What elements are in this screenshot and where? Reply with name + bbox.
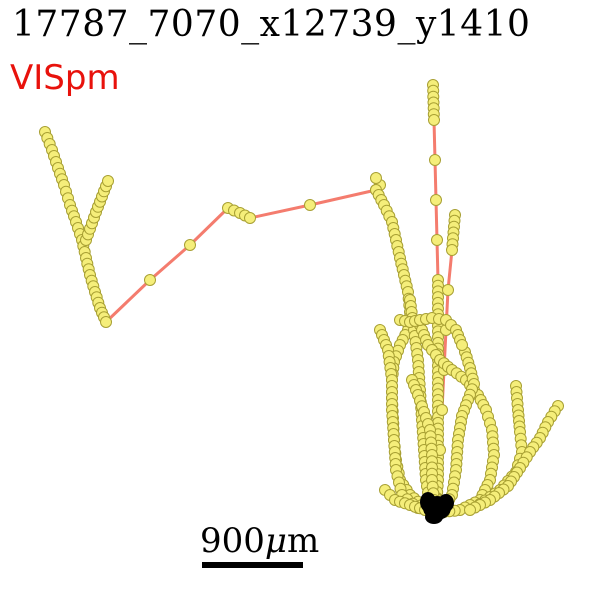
axon-node	[304, 199, 316, 211]
brain-region-label: VISpm	[10, 58, 120, 98]
scale-bar-label: 900μm	[200, 521, 319, 561]
axon-node	[102, 175, 114, 187]
axon-branches	[43, 84, 560, 514]
axon-node	[184, 239, 196, 251]
scale-bar-unit-prefix: μ	[264, 521, 288, 561]
scale-bar-value: 900	[200, 521, 265, 561]
axon-node	[431, 234, 443, 246]
axon-node	[100, 316, 112, 328]
soma-body	[438, 494, 454, 512]
axon-node	[144, 274, 156, 286]
scale-bar-unit-suffix: m	[287, 521, 320, 561]
soma	[420, 492, 454, 524]
scale-bar	[202, 562, 303, 568]
soma-body	[425, 510, 443, 524]
axon-node	[429, 154, 441, 166]
axon-node	[436, 404, 448, 416]
axon-node	[464, 504, 476, 516]
axon-node	[456, 339, 468, 351]
neuron-id-title: 17787_7070_x12739_y1410	[12, 4, 531, 45]
axon-node	[244, 212, 256, 224]
axon-node	[430, 194, 442, 206]
axon-nodes	[39, 79, 564, 518]
soma-body	[420, 492, 436, 512]
axon-node	[442, 284, 454, 296]
axon-node	[370, 172, 382, 184]
axon-node	[428, 114, 440, 126]
axon-node	[446, 244, 458, 256]
